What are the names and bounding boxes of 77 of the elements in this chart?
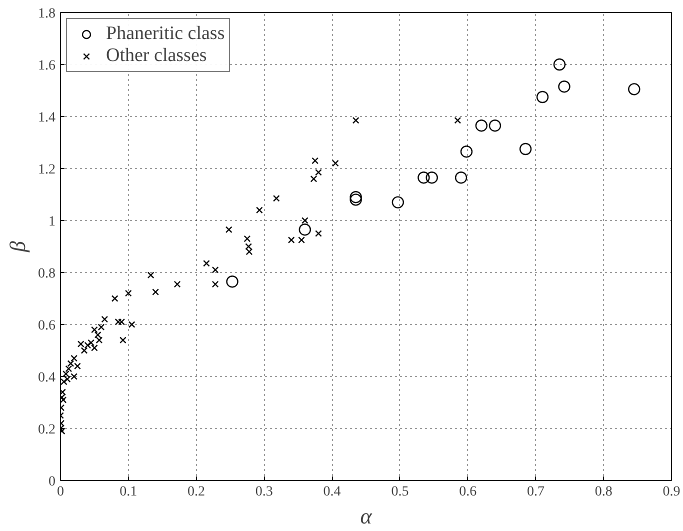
point [315,168,322,176]
point [301,217,308,224]
point [60,378,68,386]
x-tick-label: 0.9 [662,484,680,500]
x-tick-label: 0.7 [526,484,544,500]
y-tick-label: 1.2 [38,162,56,178]
y-tick-label: 1.6 [38,58,56,74]
point [111,295,118,302]
point [118,318,126,326]
point [628,83,640,96]
point [350,191,362,204]
point [312,157,319,164]
point [256,206,263,214]
point [245,243,252,250]
legend-label: Phaneritic class [106,23,225,45]
y-tick-label: 0.6 [38,318,56,334]
point [488,120,502,132]
y-tick-label: 0.4 [38,370,56,386]
y-tick-label: 1.4 [38,110,56,126]
point [225,226,232,234]
point [553,58,566,71]
point [350,194,362,206]
x-tick-label: 0.6 [459,484,477,500]
point [246,248,253,256]
point [298,236,305,244]
point [392,196,404,208]
point [70,354,78,362]
point [212,280,219,288]
point [96,336,103,344]
point [352,116,360,124]
point [94,331,102,338]
point [88,339,94,346]
y-tick-label: 1 [48,214,56,230]
point [272,194,280,202]
x-axis-title: α [360,504,372,528]
point [332,160,339,167]
x-tick-label: 0.2 [188,484,206,500]
point [174,280,181,288]
point [244,235,251,242]
point [558,80,570,93]
x-tick-label: 0.1 [120,484,138,500]
point [60,396,67,404]
point [152,288,159,296]
point [536,90,549,104]
point [298,224,311,236]
point [80,347,88,354]
point [203,260,210,267]
y-axis-title: β [5,240,30,253]
point [426,172,438,184]
point [124,290,132,297]
point [65,365,72,372]
point [519,142,532,156]
point [310,175,318,182]
point [114,318,122,326]
point [147,272,154,279]
x-tick-label: 0.8 [594,484,612,500]
x-tick-label: 0.5 [391,484,409,500]
point [288,236,295,244]
y-tick-label: 0.2 [38,422,56,438]
y-tick-label: 0 [48,474,56,490]
x-tick-label: 0.4 [323,484,341,500]
point [418,172,430,184]
legend-label: Other classes [106,45,207,67]
point [101,316,108,323]
y-tick-label: 0.8 [38,266,56,282]
y-tick-label: 1.8 [38,6,56,22]
x-tick-label: 0.3 [255,484,273,500]
point [128,321,136,328]
point [454,116,462,124]
point [212,266,219,274]
point [454,172,468,184]
point [315,230,322,237]
point [226,276,238,288]
point [475,120,488,132]
point [460,146,473,158]
point [62,370,70,378]
point [120,336,126,344]
